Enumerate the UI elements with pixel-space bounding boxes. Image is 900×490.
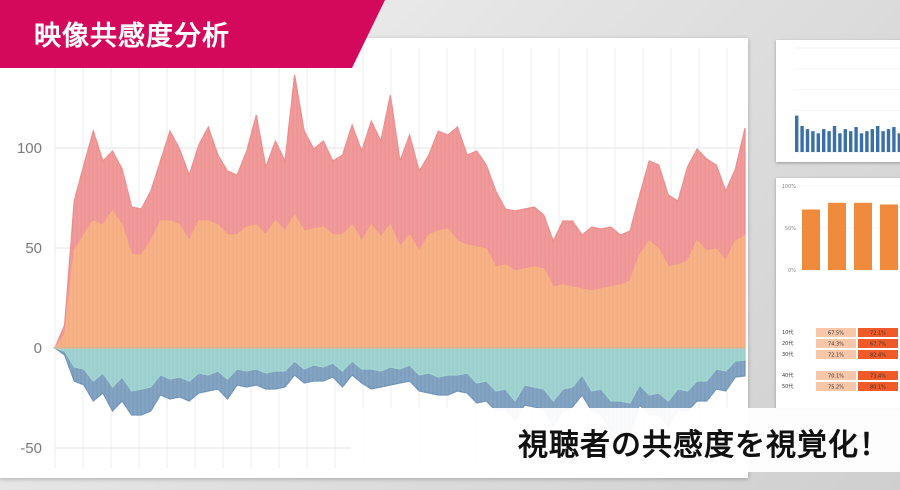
- thumbnail-bar-chart: [776, 40, 900, 162]
- y-tick-label: 0: [34, 340, 42, 357]
- thumb-bar: [892, 127, 896, 152]
- thumb-bar: [854, 127, 858, 152]
- thumb-cell-value: 67.5%: [828, 331, 844, 337]
- main-chart-panel: 100 50 0 -50: [0, 38, 748, 478]
- thumb-row-label: 30代: [782, 351, 793, 358]
- thumb-bar: [880, 204, 898, 270]
- thumb-cell-value: 67.7%: [870, 342, 886, 348]
- thumb-bar: [838, 133, 842, 152]
- title-banner: 映像共感度分析: [0, 0, 390, 68]
- thumb-bar: [828, 202, 846, 270]
- thumb-bar: [805, 129, 810, 152]
- thumb-bar: [843, 129, 847, 152]
- thumb-cell-value: 74.3%: [828, 342, 844, 348]
- thumb-cell-value: 70.1%: [828, 374, 844, 380]
- thumb-bar: [859, 133, 864, 152]
- thumb-bar: [854, 202, 872, 270]
- series-area-orange_series: [53, 209, 746, 349]
- thumb-bar: [886, 129, 891, 152]
- thumb-bar: [897, 133, 900, 152]
- caption-bar: 視聴者の共感度を視覚化！: [350, 408, 900, 472]
- thumb-y-tick: 0%: [788, 268, 796, 274]
- thumb-cell-value: 72.1%: [870, 331, 886, 337]
- thumb-row-label: 10代: [782, 329, 793, 336]
- thumb-cell: [816, 328, 856, 337]
- thumb-cell: [858, 339, 898, 348]
- thumb-bar: [822, 129, 826, 152]
- caption-text: 視聴者の共感度を視覚化！: [518, 428, 890, 463]
- thumb-bar: [827, 131, 831, 152]
- thumb-bar: [811, 131, 815, 152]
- area-chart: 100 50 0 -50: [17, 48, 746, 468]
- thumb-bar: [876, 126, 880, 152]
- thumb-row-label: 40代: [782, 372, 793, 379]
- thumb-bar: [870, 129, 874, 152]
- thumb-bar: [865, 131, 869, 152]
- thumb-bar: [816, 133, 820, 152]
- thumb-row-label: 50代: [782, 383, 793, 390]
- thumbnail-percentage-chart: 100% 50% 0% 10代 67.5% 72.1% 20代 74.3% 67.7% 30代 72…: [776, 178, 900, 408]
- thumb-cell: [858, 382, 898, 391]
- thumb-cell: [816, 382, 856, 391]
- thumb-cell-value: 75.2%: [828, 385, 844, 391]
- thumb-bar: [795, 115, 799, 152]
- thumb-cell-value: 82.4%: [870, 353, 886, 359]
- y-tick-label: 50: [25, 240, 42, 257]
- thumb-cell: [816, 350, 856, 359]
- thumb-bar: [881, 131, 885, 152]
- thumb-cell: [858, 350, 898, 359]
- y-tick-label: 100: [17, 140, 42, 157]
- thumb-cell-value: 72.1%: [828, 353, 844, 359]
- thumb-y-tick: 50%: [785, 226, 796, 232]
- thumb-bar: [832, 126, 837, 152]
- series-area-teal_series: [54, 347, 746, 404]
- y-tick-label: -50: [20, 440, 42, 457]
- thumb-bar: [800, 126, 804, 152]
- banner-shape: [0, 0, 385, 68]
- thumb-y-tick: 100%: [782, 184, 797, 190]
- thumb-row-label: 20代: [782, 340, 793, 347]
- thumb-cell: [816, 339, 856, 348]
- page-title: 映像共感度分析: [34, 21, 230, 52]
- thumb-cell: [858, 328, 898, 337]
- thumb-bar: [802, 209, 820, 270]
- thumb-bar: [849, 131, 853, 152]
- thumb-cell: [858, 371, 898, 380]
- thumb-cell-value: 80.1%: [870, 385, 886, 391]
- thumb-cell: [816, 371, 856, 380]
- thumb-cell-value: 73.4%: [870, 374, 886, 380]
